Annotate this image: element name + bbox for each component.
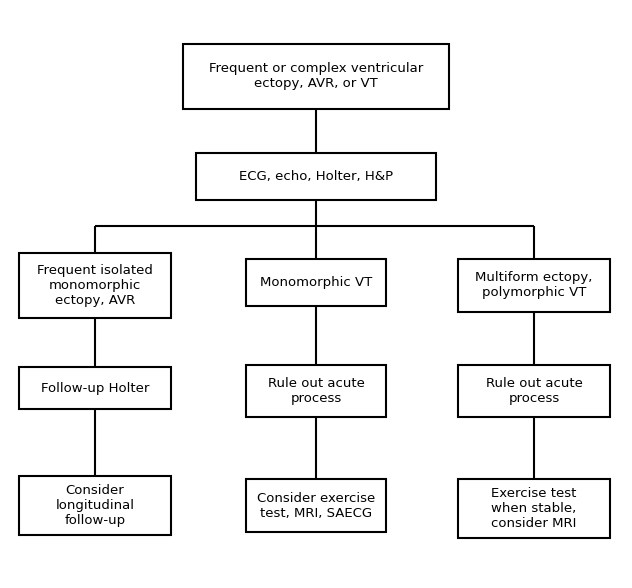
Text: Rule out acute
process: Rule out acute process	[267, 377, 365, 405]
Text: Rule out acute
process: Rule out acute process	[485, 377, 583, 405]
Bar	[246, 365, 386, 417]
Bar	[183, 44, 449, 109]
Bar	[458, 365, 610, 417]
Bar	[246, 479, 386, 532]
Text: ECG, echo, Holter, H&P: ECG, echo, Holter, H&P	[239, 170, 393, 183]
Text: Frequent or complex ventricular
ectopy, AVR, or VT: Frequent or complex ventricular ectopy, …	[209, 62, 423, 91]
Bar	[196, 153, 436, 200]
Text: Follow-up Holter: Follow-up Holter	[40, 382, 149, 395]
Bar	[458, 259, 610, 312]
Text: Consider
longitudinal
follow-up: Consider longitudinal follow-up	[56, 484, 135, 527]
Text: Frequent isolated
monomorphic
ectopy, AVR: Frequent isolated monomorphic ectopy, AV…	[37, 263, 153, 307]
Text: Monomorphic VT: Monomorphic VT	[260, 276, 372, 289]
Text: Multiform ectopy,
polymorphic VT: Multiform ectopy, polymorphic VT	[475, 271, 593, 299]
Bar	[246, 259, 386, 306]
Text: Exercise test
when stable,
consider MRI: Exercise test when stable, consider MRI	[491, 487, 577, 530]
Bar	[19, 476, 171, 535]
Text: Consider exercise
test, MRI, SAECG: Consider exercise test, MRI, SAECG	[257, 492, 375, 520]
Bar	[19, 253, 171, 318]
Bar	[458, 479, 610, 538]
Bar	[19, 368, 171, 409]
